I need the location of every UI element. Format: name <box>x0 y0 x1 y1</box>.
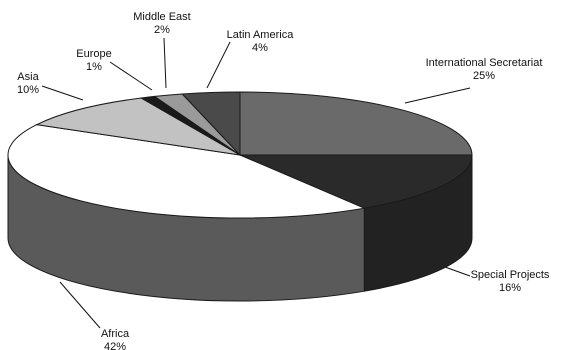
leader-line-3 <box>41 85 84 101</box>
leader-line-0 <box>404 87 471 104</box>
leader-line-5 <box>163 37 167 89</box>
slice-label-name: Europe <box>76 48 111 60</box>
slice-label-name: Latin America <box>227 29 295 41</box>
slice-label-4: Europe 1% <box>76 48 111 73</box>
slice-label-3: Asia 10% <box>17 71 40 96</box>
slice-label-name: Africa <box>101 328 130 340</box>
slice-label-0: International Secretariat 25% <box>426 57 543 82</box>
leader-line-2 <box>59 281 101 329</box>
slice-label-value: 25% <box>473 70 495 82</box>
slice-label-value: 42% <box>104 341 126 350</box>
pie-slice-2 <box>7 124 367 219</box>
slice-label-value: 4% <box>252 42 268 54</box>
slice-label-name: Middle East <box>133 11 190 23</box>
leader-line-6 <box>206 41 231 89</box>
slice-label-name: Special Projects <box>471 269 550 281</box>
slice-label-1: Special Projects 16% <box>471 269 550 294</box>
slice-label-5: Middle East 2% <box>133 11 190 36</box>
slice-label-value: 2% <box>154 24 170 36</box>
slice-label-name: International Secretariat <box>426 57 543 69</box>
slice-label-2: Africa 42% <box>101 328 130 350</box>
leader-line-4 <box>109 61 153 91</box>
pie-slice-3 <box>35 97 241 156</box>
pie-sides <box>7 154 473 302</box>
slice-labels: International Secretariat 25% Special Proj… <box>17 11 550 350</box>
slice-label-value: 16% <box>499 282 521 294</box>
pie-top <box>7 91 473 219</box>
leader-lines <box>41 37 471 329</box>
pie-slice-6 <box>181 91 241 157</box>
leader-line-1 <box>444 266 471 277</box>
pie-slice-1 <box>239 154 473 209</box>
slice-label-6: Latin America 4% <box>227 29 295 54</box>
slice-label-value: 1% <box>86 61 102 73</box>
pie-slice-0 <box>239 91 473 156</box>
slice-label-value: 10% <box>17 84 39 96</box>
slice-label-name: Asia <box>17 71 39 83</box>
